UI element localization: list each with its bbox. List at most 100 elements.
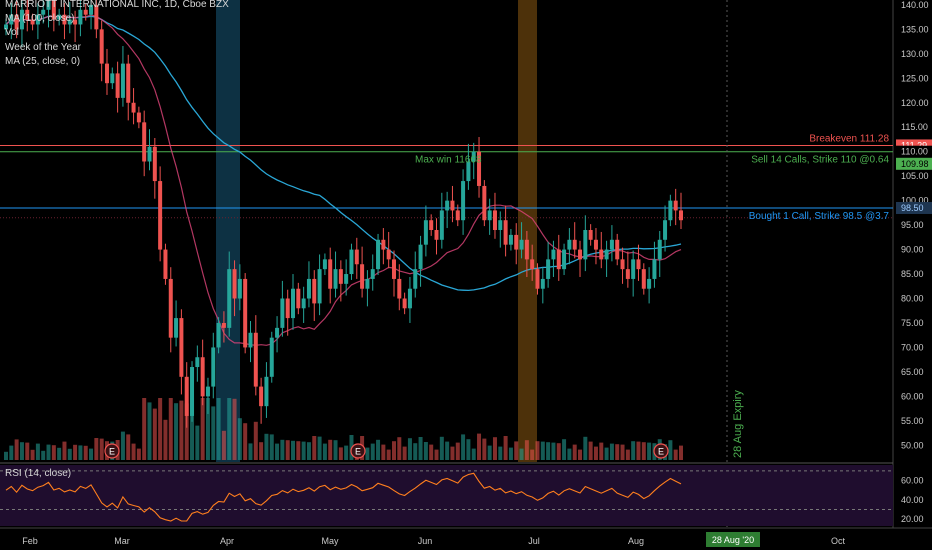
candle-body [142, 122, 147, 162]
legend-woy[interactable]: Week of the Year [5, 41, 81, 53]
candle-body [78, 9, 83, 25]
candle-body [163, 249, 168, 279]
candle-body [604, 249, 609, 260]
price-tick-label: 100.00 [901, 196, 929, 206]
volume-bar [163, 419, 168, 460]
candle-body [19, 9, 24, 30]
legend-symbol[interactable]: MARRIOTT INTERNATIONAL INC, 1D, Cboe BZX [5, 0, 229, 10]
candle-body [14, 14, 19, 30]
volume-bar [487, 445, 492, 460]
candle-body [184, 376, 189, 416]
candle-body [482, 185, 487, 221]
volume-bar [57, 447, 62, 460]
price-tick-label: 60.00 [901, 391, 924, 401]
candle-body [679, 210, 683, 221]
candle-body [423, 220, 428, 245]
candle-body [636, 259, 641, 270]
volume-bar [567, 448, 572, 460]
candle-body [413, 269, 418, 289]
candle-body [57, 14, 62, 20]
price-axis: 50.00 55.00 60.00 65.00 70.00 75.00 80.00 85.00… [896, 0, 932, 524]
candle-body [354, 249, 359, 265]
legend-ma100[interactable]: MA (100, close) [5, 13, 75, 25]
candle-body [237, 278, 242, 299]
price-tick-label: 130.00 [901, 49, 929, 59]
rsi-tick-label: 20.00 [901, 514, 924, 524]
price-tick-label: 50.00 [901, 440, 924, 450]
candle-body [349, 249, 354, 275]
volume-bar [200, 398, 205, 460]
volume-bar [41, 450, 46, 460]
moving-averages [5, 14, 682, 346]
rsi-tick-label: 40.00 [901, 495, 924, 505]
legend-ma25[interactable]: MA (25, close, 0) [5, 55, 81, 67]
candle-body [328, 259, 333, 289]
volume-bar [4, 451, 8, 460]
volume-bar [679, 445, 683, 460]
volume-bar [641, 442, 646, 460]
candle-body [583, 230, 588, 260]
volume-bar [609, 443, 614, 460]
volume-bar [455, 442, 460, 460]
volume-bar [73, 444, 78, 460]
candle-body [508, 234, 513, 245]
candle-body [647, 278, 652, 289]
candle-body [9, 14, 14, 25]
candle-body [291, 288, 296, 319]
time-tick-label: Mar [114, 536, 130, 546]
volume-bar [445, 441, 450, 460]
volume-bar [381, 444, 386, 460]
volume-bar [429, 444, 434, 460]
volume-bar [9, 445, 14, 460]
volume-bar [322, 443, 327, 460]
volume-bar [168, 398, 173, 460]
candle-body [296, 288, 301, 309]
volume-bar [434, 449, 439, 460]
candle-body [498, 220, 503, 230]
volume-bar [620, 444, 625, 460]
sell-tag-text: 110.00 [901, 147, 928, 157]
candle-body [615, 239, 620, 260]
candle-body [333, 269, 338, 289]
grid [0, 0, 932, 529]
volume-bar [423, 442, 428, 460]
candle-body [89, 4, 94, 15]
price-tick-label: 75.00 [901, 318, 924, 328]
candle-body [195, 357, 200, 368]
volume-bar [237, 418, 242, 460]
volume-bar [477, 433, 482, 460]
candle-body [200, 357, 205, 397]
volume-bar [14, 439, 19, 460]
candle-body [668, 200, 673, 221]
price-tick-label: 65.00 [901, 367, 924, 377]
price-tick-label: 115.00 [901, 122, 928, 132]
volume-bar [450, 446, 455, 460]
price-tick-label: 95.00 [901, 220, 924, 230]
candle-body [439, 210, 444, 240]
rsi-pane: RSI (14, close) [0, 462, 893, 526]
ma100-line [5, 15, 682, 292]
candle-body [620, 259, 625, 270]
legend-vol[interactable]: Vol [5, 27, 19, 39]
volume-bar [466, 439, 471, 460]
candle-body [243, 278, 248, 348]
candle-body [376, 239, 381, 270]
chart-legend: MARRIOTT INTERNATIONAL INC, 1D, Cboe BZX… [5, 0, 229, 69]
candle-body [540, 278, 545, 289]
volume-bar [492, 437, 497, 460]
earnings-marker-text: E [109, 447, 115, 457]
candle-body [588, 230, 593, 240]
candle-body [216, 322, 221, 348]
highlight-band-july [518, 0, 537, 462]
candle-body [306, 278, 311, 299]
candle-body [519, 239, 524, 250]
volume-bar [439, 436, 444, 460]
volume-bar [407, 438, 412, 460]
volume-bar [625, 449, 630, 460]
volume-bar [51, 445, 56, 460]
price-tick-label: 135.00 [901, 24, 929, 34]
volume-bar [631, 441, 636, 460]
volume-bar [83, 445, 88, 460]
candle-body [131, 102, 136, 113]
